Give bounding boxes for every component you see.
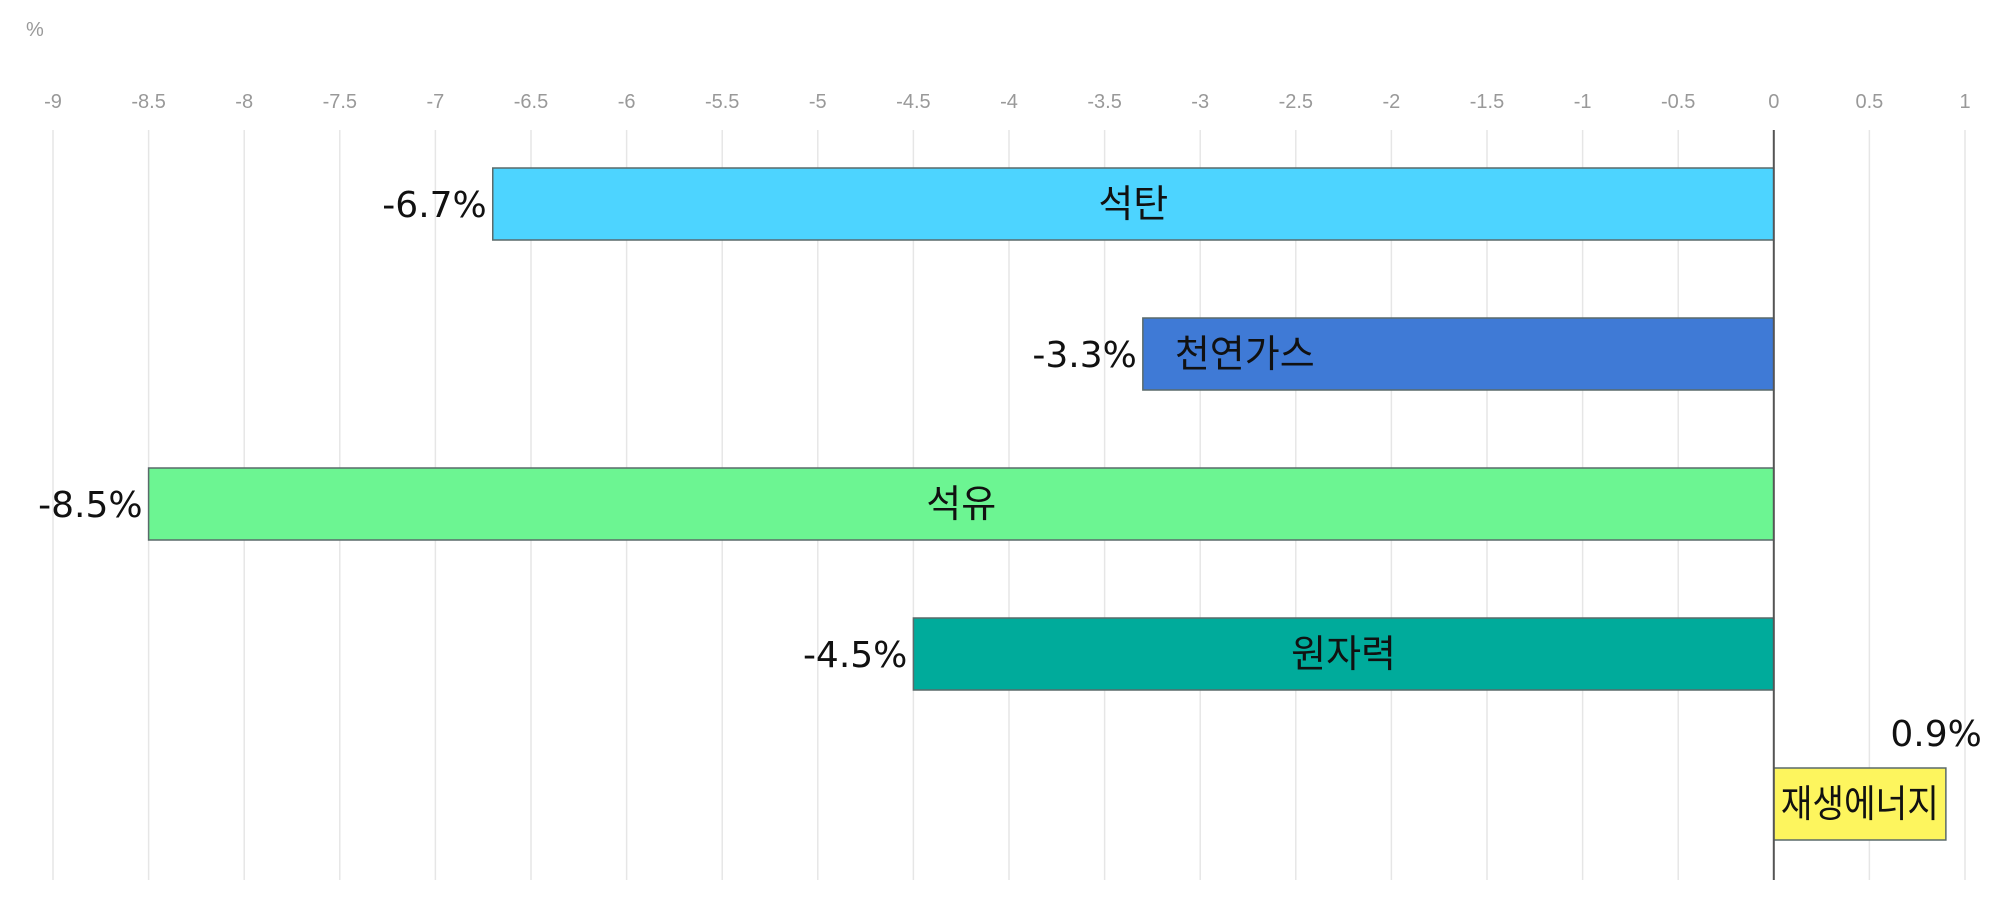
x-tick-label: -3 [1191, 91, 1209, 113]
bars: 석탄 -6.7% 천연가스 -3.3% 석유 -8.5% 원자력 -4.5% 재생에너지 0.9% [38, 167, 1982, 841]
bar [1773, 767, 1947, 841]
x-tick-label: 0.5 [1855, 91, 1883, 113]
x-tick-label: -4.5 [896, 91, 930, 113]
x-tick-label: -3.5 [1087, 91, 1121, 113]
x-tick-label: -6.5 [514, 91, 548, 113]
bar-value-label: 0.9% [1890, 714, 1981, 755]
bar [147, 467, 1775, 541]
bar-category-label: 원자력 [1291, 632, 1396, 676]
x-tick-label: -8.5 [131, 91, 165, 113]
bar-value-label: -4.5% [803, 635, 907, 676]
x-tick-label: -2 [1383, 91, 1401, 113]
x-tick-label: 0 [1768, 91, 1779, 113]
x-tick-label: -1.5 [1470, 91, 1504, 113]
unit-label: % [26, 19, 44, 41]
x-tick-label: -8 [235, 91, 253, 113]
x-tick-label: -5.5 [705, 91, 739, 113]
bar-category-label: 재생에너지 [1781, 782, 1939, 826]
bar-value-label: -8.5% [38, 485, 142, 526]
bar-value-label: -6.7% [382, 185, 486, 226]
x-tick-label: -6 [618, 91, 636, 113]
x-tick-label: -9 [44, 91, 62, 113]
x-tick-label: -2.5 [1279, 91, 1313, 113]
x-tick-label: -4 [1000, 91, 1018, 113]
x-tick-label: -5 [809, 91, 827, 113]
x-tick-label: -1 [1574, 91, 1592, 113]
x-tick-label: -7 [427, 91, 445, 113]
bar-value-label: -3.3% [1032, 335, 1136, 376]
bar [492, 167, 1775, 241]
tick-labels: -9 -8.5 -8 -7.5 -7 -6.5 -6 -5.5 -5 -4.5 -4 -3.5 -3 -2… [44, 91, 1970, 113]
bar-category-label: 석탄 [1098, 182, 1168, 226]
bar-category-label: 천연가스 [1175, 332, 1315, 376]
x-tick-label: 1 [1959, 91, 1970, 113]
x-tick-label: -0.5 [1661, 91, 1695, 113]
bar [1142, 317, 1775, 391]
x-tick-label: -7.5 [323, 91, 357, 113]
bar-category-label: 석유 [926, 482, 996, 526]
